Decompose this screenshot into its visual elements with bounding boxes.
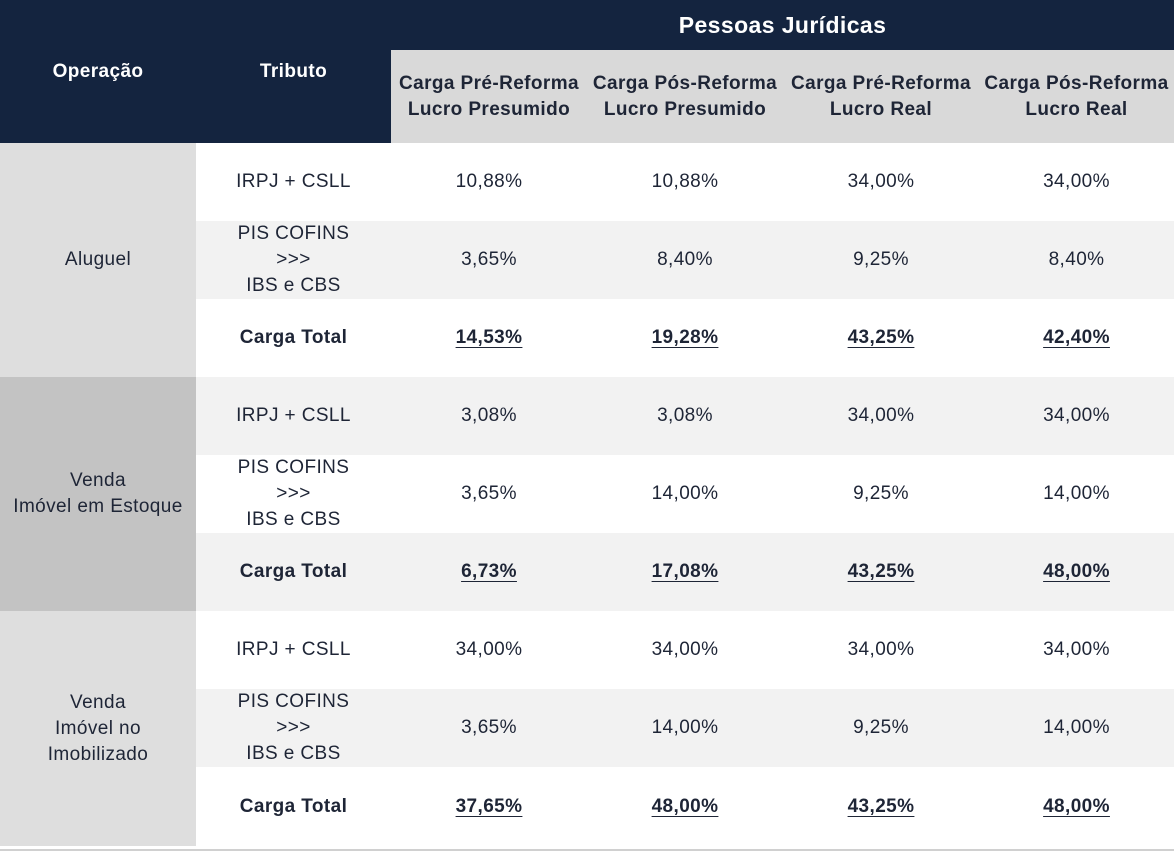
table-row-total: Carga Total 6,73% 17,08% 43,25% 48,00% <box>0 533 1174 611</box>
operacao-label: Imóvel em Estoque <box>13 496 183 517</box>
value-cell: 10,88% <box>391 143 587 221</box>
total-value-cell[interactable]: 37,65% <box>391 767 587 846</box>
value-cell: 9,25% <box>783 455 979 533</box>
operacao-venda-estoque: Venda Imóvel em Estoque <box>0 377 196 611</box>
value-cell: 34,00% <box>979 611 1174 689</box>
operacao-label: Venda <box>70 470 126 491</box>
operacao-venda-imobilizado: Venda Imóvel no Imobilizado <box>0 611 196 846</box>
value-cell: 3,65% <box>391 221 587 299</box>
tributo-pis-cofins: PIS COFINS >>> IBS e CBS <box>196 221 391 299</box>
tributo-line: PIS COFINS <box>237 691 350 712</box>
operacao-label: Imobilizado <box>47 743 149 765</box>
tributo-pis-cofins: PIS COFINS >>> IBS e CBS <box>196 455 391 533</box>
tributo-line: IBS e CBS <box>246 743 341 764</box>
carga-total-label: Carga Total <box>196 533 391 611</box>
bottom-divider <box>0 849 1174 851</box>
value-cell: 14,00% <box>587 689 783 767</box>
table-row: Venda Imóvel em Estoque IRPJ + CSLL 3,08… <box>0 377 1174 611</box>
operacao-aluguel: Aluguel <box>0 143 196 377</box>
header-col-line1: Carga Pré-Reforma <box>791 72 971 94</box>
value-cell: 3,08% <box>587 377 783 455</box>
table-row-total: Carga Total 14,53% 19,28% 43,25% 42,40% <box>0 299 1174 377</box>
value-cell: 3,65% <box>391 455 587 533</box>
value-cell: 9,25% <box>783 689 979 767</box>
value-cell: 10,88% <box>587 143 783 221</box>
operacao-label: Imóvel no <box>55 717 141 739</box>
total-value-cell[interactable]: 43,25% <box>783 299 979 377</box>
header-col-pre-presumido: Carga Pré-Reforma Lucro Presumido <box>391 50 587 143</box>
header-col-line2: Lucro Presumido <box>407 98 571 120</box>
value-cell: 3,08% <box>391 377 587 455</box>
value-cell: 14,00% <box>979 455 1174 533</box>
value-cell: 34,00% <box>391 611 587 689</box>
tributo-line: >>> <box>276 249 311 270</box>
header-col-pos-real: Carga Pós-Reforma Lucro Real <box>979 50 1174 143</box>
total-value-cell[interactable]: 48,00% <box>979 533 1174 611</box>
header-col-line2: Lucro Real <box>829 98 933 120</box>
tributo-irpj-csll: IRPJ + CSLL <box>196 611 391 689</box>
header-col-line1: Carga Pré-Reforma <box>399 72 579 94</box>
table-row: PIS COFINS >>> IBS e CBS 3,65% 14,00% 9,… <box>0 689 1174 767</box>
operacao-label: Aluguel <box>64 249 132 270</box>
total-value-cell[interactable]: 6,73% <box>391 533 587 611</box>
table-row-total: Carga Total 37,65% 48,00% 43,25% 48,00% <box>0 767 1174 846</box>
header-col-pre-real: Carga Pré-Reforma Lucro Real <box>783 50 979 143</box>
operacao-label: Venda <box>70 691 126 713</box>
total-value-cell[interactable]: 48,00% <box>979 767 1174 846</box>
value-cell: 34,00% <box>979 377 1174 455</box>
value-cell: 8,40% <box>979 221 1174 299</box>
value-cell: 34,00% <box>587 611 783 689</box>
carga-total-label: Carga Total <box>196 767 391 846</box>
tributo-line: PIS COFINS <box>237 457 350 478</box>
value-cell: 34,00% <box>783 377 979 455</box>
header-col-pos-presumido: Carga Pós-Reforma Lucro Presumido <box>587 50 783 143</box>
header-tributo: Tributo <box>196 0 391 143</box>
tributo-line: PIS COFINS <box>237 223 350 244</box>
table-row: Aluguel IRPJ + CSLL 10,88% 10,88% 34,00%… <box>0 143 1174 377</box>
table-row: PIS COFINS >>> IBS e CBS 3,65% 14,00% 9,… <box>0 455 1174 533</box>
tributo-line: >>> <box>276 717 311 738</box>
total-value-cell[interactable]: 19,28% <box>587 299 783 377</box>
header-col-line2: Lucro Real <box>1025 98 1128 120</box>
total-value-cell[interactable]: 43,25% <box>783 533 979 611</box>
value-cell: 14,00% <box>587 455 783 533</box>
value-cell: 34,00% <box>979 143 1174 221</box>
total-value-cell[interactable]: 17,08% <box>587 533 783 611</box>
tributo-irpj-csll: IRPJ + CSLL <box>196 143 391 221</box>
table-row: Venda Imóvel no Imobilizado IRPJ + CSLL … <box>0 611 1174 846</box>
total-value-cell[interactable]: 42,40% <box>979 299 1174 377</box>
total-value-cell[interactable]: 43,25% <box>783 767 979 846</box>
table-title: Pessoas Jurídicas <box>391 0 1174 50</box>
header-col-line1: Carga Pós-Reforma <box>984 72 1169 94</box>
tributo-line: IBS e CBS <box>246 275 341 296</box>
value-cell: 8,40% <box>587 221 783 299</box>
carga-total-label: Carga Total <box>196 299 391 377</box>
value-cell: 34,00% <box>783 143 979 221</box>
value-cell: 34,00% <box>783 611 979 689</box>
header-col-line2: Lucro Presumido <box>603 98 767 120</box>
header-operacao: Operação <box>0 0 196 143</box>
value-cell: 3,65% <box>391 689 587 767</box>
tributo-line: >>> <box>276 483 311 504</box>
tributo-irpj-csll: IRPJ + CSLL <box>196 377 391 455</box>
header-col-line1: Carga Pós-Reforma <box>592 72 778 94</box>
total-value-cell[interactable]: 14,53% <box>391 299 587 377</box>
tributo-pis-cofins: PIS COFINS >>> IBS e CBS <box>196 689 391 767</box>
tributo-line: IBS e CBS <box>246 509 341 530</box>
value-cell: 14,00% <box>979 689 1174 767</box>
total-value-cell[interactable]: 48,00% <box>587 767 783 846</box>
table-row: PIS COFINS >>> IBS e CBS 3,65% 8,40% 9,2… <box>0 221 1174 299</box>
value-cell: 9,25% <box>783 221 979 299</box>
